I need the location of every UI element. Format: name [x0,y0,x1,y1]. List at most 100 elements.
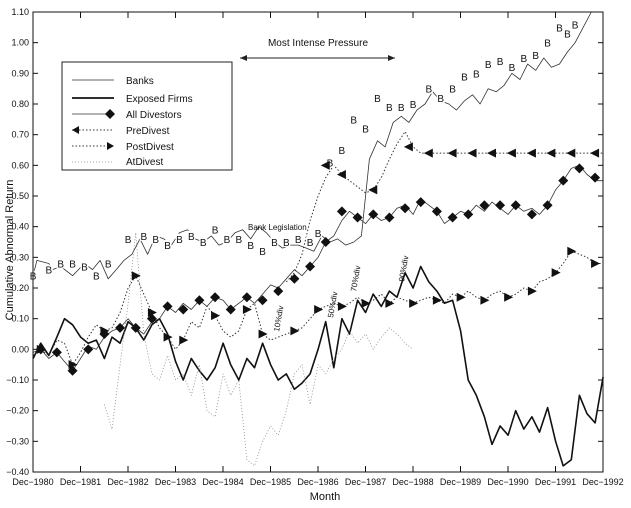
legend-entry-prediverst: PreDivest [72,126,170,137]
banks-marker: B [563,28,572,40]
banks-marker: B [199,237,208,249]
pressure-annotation: Most Intense Pressure [240,38,395,61]
y-tick-label: 0.40 [11,222,29,232]
banks-marker-bg [385,102,394,113]
x-tick-label: Dec−1987 [345,477,386,487]
pct-label-90: 90%div [397,255,410,282]
banks-marker: B [531,49,540,62]
banks-marker: B [163,240,172,252]
legend-label-exposed-firms: Exposed Firms [126,94,193,105]
postdivest-marker [361,298,371,308]
all-divestors-marker [431,206,442,217]
postdivest-marker [290,326,300,336]
banks-marker-bg [92,270,101,281]
legend-entry-exposed-firms: Exposed Firms [72,94,193,105]
all-divestors-marker [590,172,601,183]
banks-marker-bg [199,237,208,247]
banks-marker-letter: B [362,125,369,136]
pressure-label: Most Intense Pressure [268,38,368,49]
banks-marker-letter: B [374,94,381,105]
banks-marker: B [56,258,65,270]
x-axis-label: Month [310,491,341,503]
banks-marker: B [385,102,394,114]
postdivest-marker [551,268,561,278]
banks-marker-letter: B [544,39,551,50]
banks-marker-letter: B [271,238,278,249]
prediverst-marker [566,148,576,158]
prediverst-marker [526,148,536,158]
banks-marker-letter: B [572,20,579,31]
banks-marker-bg [246,240,255,251]
banks-marker-letter: B [509,63,516,74]
banks-marker-letter: B [283,238,290,249]
banks-marker-letter: B [45,266,52,277]
banks-marker-bg [124,233,133,244]
banks-marker-bg [314,227,323,238]
banks-marker: B [187,230,196,243]
banks-marker: B [246,240,255,252]
legend-diamond-icon [105,109,115,119]
y-tick-label: −0.20 [6,406,29,416]
series-line-all-divestors [32,164,604,372]
banks-marker-bg [68,258,77,269]
all-divestors-marker [495,200,506,211]
banks-marker: B [555,22,564,34]
all-divestors-marker [273,286,284,297]
banks-marker: B [306,237,315,249]
banks-marker-bg [460,71,469,82]
prediverst-marker [423,148,433,158]
y-tick-label: 1.10 [11,7,29,17]
y-tick-label: −0.40 [6,467,29,477]
banks-marker-letter: B [315,229,322,240]
banks-marker: B [80,261,89,274]
banks-marker-bg [163,240,172,251]
banks-marker-letter: B [425,85,432,96]
banks-marker-letter: B [473,69,480,80]
legend-entry-postdivest: PostDivest [72,142,174,153]
x-tick-label: Dec−1982 [107,477,148,487]
banks-marker-letter: B [125,235,132,246]
banks-marker-letter: B [532,51,539,62]
banks-marker-bg [294,233,303,244]
x-tick-label: Dec−1981 [60,477,101,487]
postdivest-marker [456,292,466,302]
banks-marker: B [139,230,148,243]
banks-marker-letter: B [497,57,504,68]
legend: Banks Exposed Firms All Divestors PreDiv… [61,61,233,171]
banks-marker: B [282,237,291,249]
banks-marker-bg [543,37,552,48]
y-tick-label: 0.20 [11,283,29,293]
banks-marker-letter: B [57,259,64,270]
all-divestors-marker [83,344,94,355]
banks-marker-letter: B [350,115,357,126]
pressure-arrow-left [240,55,247,61]
banks-marker: B [294,233,303,246]
postdivest-marker [432,295,442,305]
prediverst-marker [320,160,330,170]
banks-marker-bg [436,92,445,103]
bank-legislation-label: Bank Legislation [248,223,307,232]
prediverst-marker [486,148,496,158]
banks-marker: B [397,102,406,114]
banks-marker: B [507,62,516,74]
banks-marker: B [409,99,418,111]
banks-marker: B [496,56,505,68]
legend-entry-all-divestors: All Divestors [72,109,182,121]
all-divestors-marker [400,203,411,214]
postdivest-marker [179,335,189,345]
all-divestors-marker [336,206,347,217]
pct-label-70: 70%div [349,265,362,292]
postdivest-marker [591,258,601,268]
banks-marker: B [151,233,160,246]
banks-marker-bg [258,246,267,257]
pressure-arrow-right [388,55,395,61]
y-tick-label: −0.30 [6,436,29,446]
y-tick-label: 0.70 [11,130,29,140]
x-tick-label: Dec−1986 [297,477,338,487]
x-tick-label: Dec−1989 [440,477,481,487]
banks-marker-bg [424,83,433,94]
all-divestors-marker [225,304,236,315]
y-tick-label: 0.50 [11,191,29,201]
postdivest-marker [242,304,252,314]
banks-marker-bg [44,264,53,275]
